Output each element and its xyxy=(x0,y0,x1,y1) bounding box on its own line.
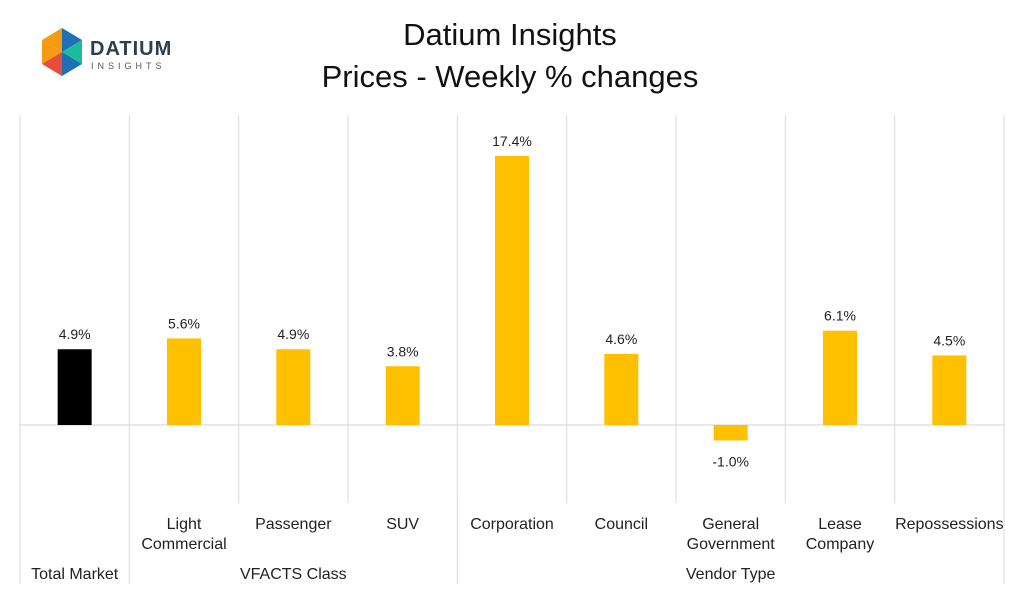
bar-lease-company xyxy=(823,330,857,425)
category-tick-label: Lease xyxy=(818,516,862,533)
logo-subtext: INSIGHTS xyxy=(91,61,166,71)
datium-logo-icon xyxy=(42,28,82,76)
category-tick-label: Total Market xyxy=(31,566,119,583)
chart-title: Datium Insights xyxy=(403,17,617,52)
data-label: 6.1% xyxy=(824,308,856,324)
data-label: 5.6% xyxy=(168,315,200,331)
bar-suv xyxy=(385,366,420,425)
category-tick-label: Passenger xyxy=(255,516,332,533)
category-tick-label: Company xyxy=(806,536,874,553)
data-label: -1.0% xyxy=(712,453,749,469)
bar-passenger xyxy=(276,349,311,425)
category-tick-label: Council xyxy=(595,516,648,533)
category-tick-label: Government xyxy=(687,536,776,553)
bar-council xyxy=(604,353,639,425)
group-label: Vendor Type xyxy=(686,566,776,583)
bar-total-market xyxy=(57,349,92,425)
bar-repossessions xyxy=(932,355,967,425)
data-label: 17.4% xyxy=(492,133,532,149)
data-label: 4.9% xyxy=(59,326,91,342)
bar-general-government xyxy=(713,425,748,441)
logo-wordmark: DATIUM xyxy=(90,38,173,60)
category-tick-label: Repossessions xyxy=(895,516,1004,533)
data-label: 4.9% xyxy=(277,326,309,342)
data-label: 4.6% xyxy=(605,331,637,347)
category-tick-label: Light xyxy=(167,516,202,533)
data-label: 4.5% xyxy=(933,332,965,348)
bar-corporation xyxy=(495,156,529,425)
chart-subtitle: Prices - Weekly % changes xyxy=(321,59,699,94)
bar-light-commercial xyxy=(167,338,201,425)
datium-logo: DATIUM INSIGHTS xyxy=(38,24,188,80)
category-tick-label: General xyxy=(702,516,759,533)
data-label: 3.8% xyxy=(387,343,419,359)
group-label: VFACTS Class xyxy=(240,566,347,583)
category-tick-label: SUV xyxy=(386,516,419,533)
category-tick-label: Corporation xyxy=(470,516,554,533)
category-tick-label: Commercial xyxy=(141,536,226,553)
chart-title-block: Datium Insights Prices - Weekly % change… xyxy=(200,14,820,98)
